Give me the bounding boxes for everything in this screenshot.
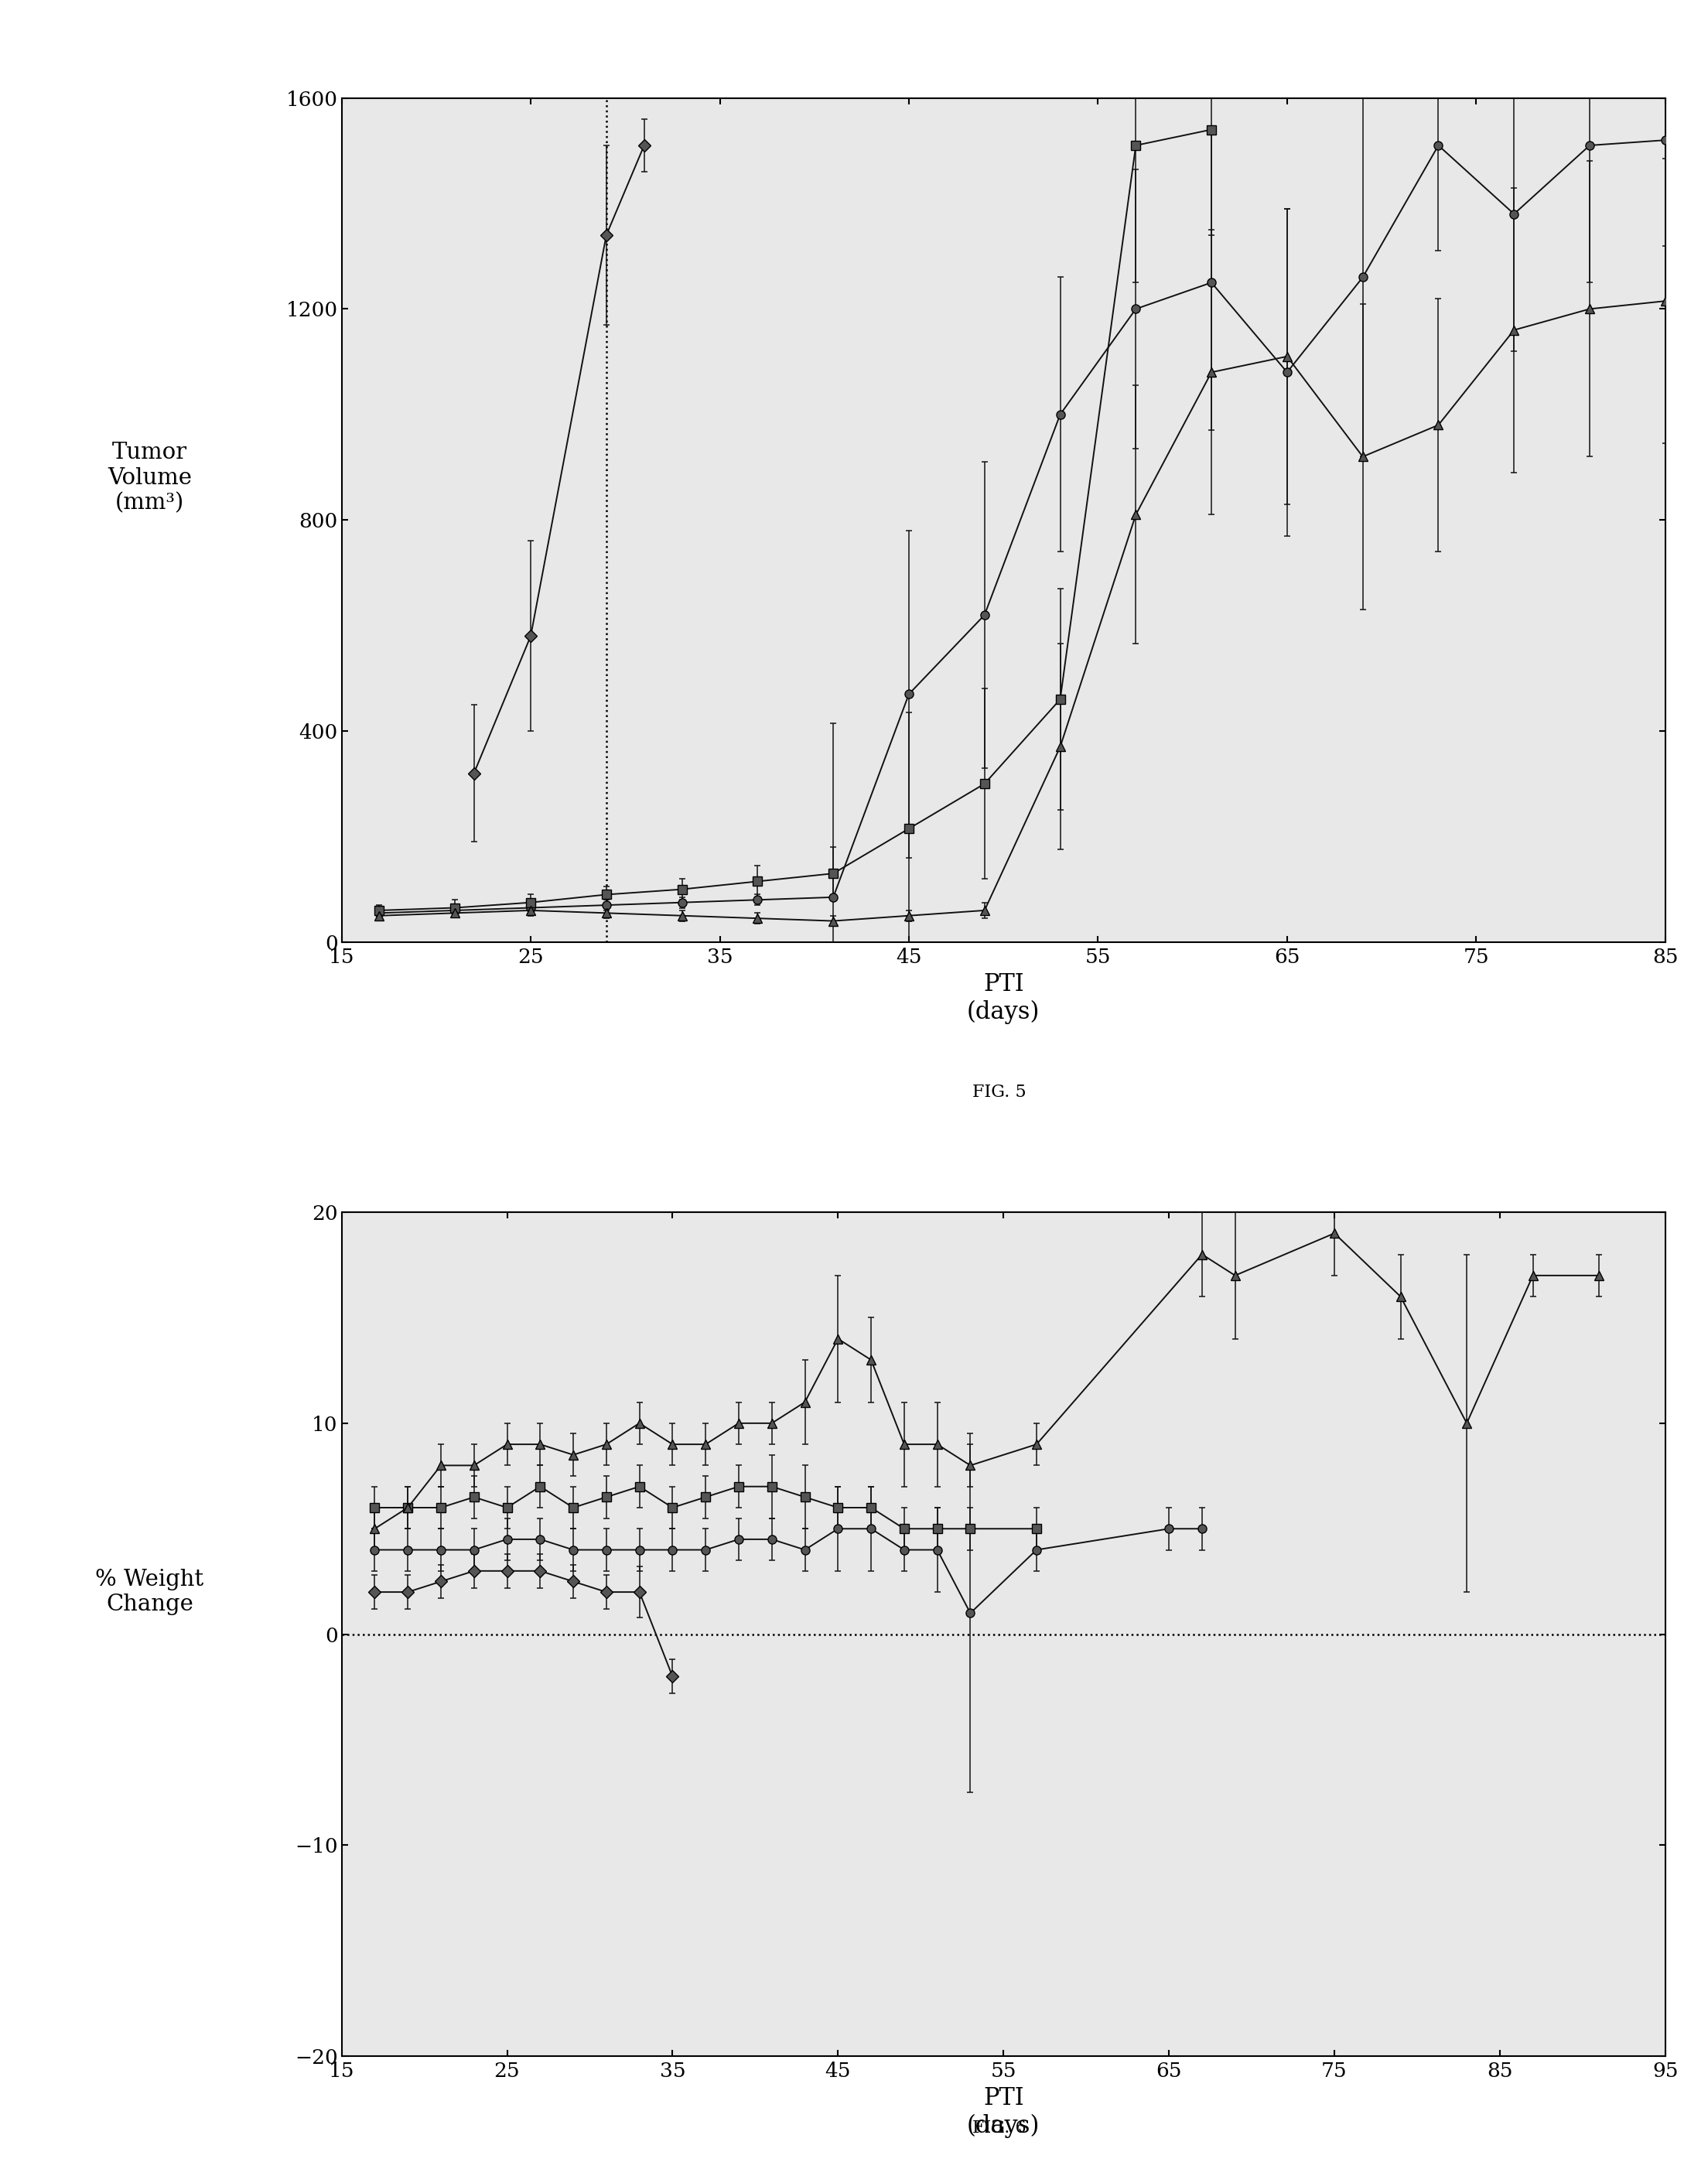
Text: % Weight
Change: % Weight Change — [96, 1569, 203, 1615]
X-axis label: PTI
(days): PTI (days) — [967, 973, 1040, 1025]
Text: Tumor
Volume
(mm³): Tumor Volume (mm³) — [108, 442, 191, 514]
Text: FIG. 6: FIG. 6 — [972, 2119, 1027, 2137]
Text: FIG. 5: FIG. 5 — [972, 1084, 1027, 1101]
X-axis label: PTI
(days): PTI (days) — [967, 2087, 1040, 2139]
